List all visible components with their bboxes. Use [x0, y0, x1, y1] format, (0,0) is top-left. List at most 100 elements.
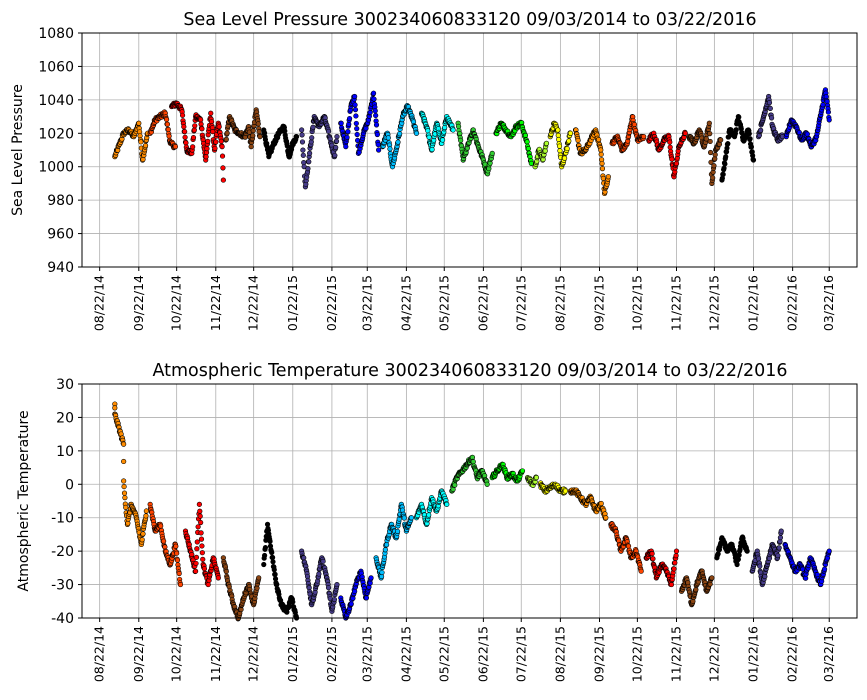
x-tick-label: 04/22/15	[398, 275, 413, 331]
data-point	[208, 110, 214, 116]
y-axis-label: Sea Level Pressure	[10, 84, 26, 216]
data-point	[199, 543, 205, 549]
atmospheric-temperature-chart: -40 -30 -20 -10 0 10 20 30 08/22/14 09/22/14 10/2…	[16, 361, 858, 682]
x-tick-label: 01/22/15	[285, 275, 300, 331]
data-point	[379, 569, 385, 576]
y-tick-label: 1060	[38, 59, 74, 75]
data-point	[426, 512, 432, 518]
data-point	[140, 531, 146, 537]
x-tick-label: 04/22/15	[398, 626, 413, 682]
data-point	[600, 175, 606, 181]
data-point	[198, 536, 205, 542]
data-point	[762, 573, 768, 580]
data-points	[112, 401, 832, 622]
data-point	[218, 138, 224, 144]
data-point	[562, 488, 569, 494]
data-point	[183, 140, 189, 146]
plot-frame	[81, 32, 858, 268]
data-point	[395, 139, 401, 145]
data-point	[122, 495, 128, 501]
data-point	[142, 143, 149, 149]
data-point	[191, 127, 197, 133]
data-point	[300, 147, 306, 153]
data-point	[777, 534, 784, 541]
data-point	[284, 609, 290, 615]
data-point	[333, 144, 339, 151]
data-point	[261, 561, 267, 568]
data-point	[194, 539, 200, 545]
y-tick-label: 940	[47, 260, 74, 276]
data-point	[408, 515, 415, 521]
data-point	[667, 139, 673, 145]
x-tick-label: 08/22/15	[552, 626, 567, 682]
y-tick-label: 30	[56, 377, 74, 393]
data-point	[199, 126, 205, 132]
data-point	[599, 166, 606, 172]
data-point	[556, 136, 562, 143]
data-point	[301, 555, 307, 561]
data-point	[161, 538, 167, 544]
data-point	[272, 571, 278, 577]
data-point	[524, 139, 530, 145]
x-tick-label: 11/22/15	[669, 275, 684, 331]
data-point	[720, 171, 726, 177]
x-tick-label: 12/22/15	[706, 626, 721, 682]
data-point	[354, 131, 360, 138]
data-point	[196, 501, 202, 507]
data-point	[123, 504, 129, 510]
data-point	[725, 141, 731, 147]
data-point	[198, 519, 204, 526]
grid-lines	[82, 32, 857, 268]
data-point	[190, 135, 197, 141]
data-point	[346, 115, 353, 122]
data-point	[121, 483, 127, 490]
data-point	[712, 152, 718, 158]
data-point	[256, 575, 262, 581]
data-point	[181, 124, 187, 130]
data-point	[631, 121, 638, 128]
data-point	[400, 507, 406, 513]
data-point	[707, 149, 714, 156]
data-point	[250, 133, 256, 139]
x-tick-label: 02/22/16	[785, 275, 800, 331]
data-point	[711, 163, 717, 169]
data-point	[332, 152, 338, 159]
data-point	[343, 144, 349, 150]
data-point	[333, 138, 340, 144]
data-point	[200, 556, 206, 562]
data-point	[470, 459, 476, 465]
x-tick-label: 09/22/15	[592, 626, 607, 682]
data-point	[426, 134, 432, 140]
data-point	[307, 150, 313, 156]
data-point	[384, 542, 390, 548]
x-tick-label: 06/22/15	[475, 626, 490, 682]
plot-frame	[81, 383, 858, 619]
data-point	[605, 174, 611, 180]
data-point	[484, 481, 490, 487]
data-point	[709, 575, 715, 581]
data-point	[248, 144, 254, 150]
data-point	[267, 538, 273, 544]
data-point	[746, 131, 752, 137]
x-tick-label: 03/22/15	[359, 626, 374, 682]
data-point	[172, 144, 179, 150]
data-point	[164, 121, 171, 127]
y-tick-label: 960	[47, 227, 74, 243]
data-point	[371, 96, 377, 102]
x-tick-label: 05/22/15	[436, 626, 451, 682]
data-point	[707, 131, 713, 137]
data-point	[598, 151, 604, 157]
data-point	[826, 548, 832, 554]
data-point	[199, 550, 205, 556]
data-point	[353, 113, 359, 119]
x-tick-label: 12/22/14	[246, 275, 261, 331]
data-point	[747, 136, 753, 142]
x-tick-label: 08/22/14	[92, 275, 107, 331]
data-point	[387, 146, 393, 152]
y-axis-ticks: 940 960 980 1000 1020 1040 1060 1080	[38, 26, 82, 276]
data-point	[193, 554, 200, 560]
data-point	[803, 575, 809, 581]
data-point	[205, 581, 211, 588]
data-point	[320, 558, 326, 564]
x-tick-label: 11/22/15	[669, 626, 684, 682]
